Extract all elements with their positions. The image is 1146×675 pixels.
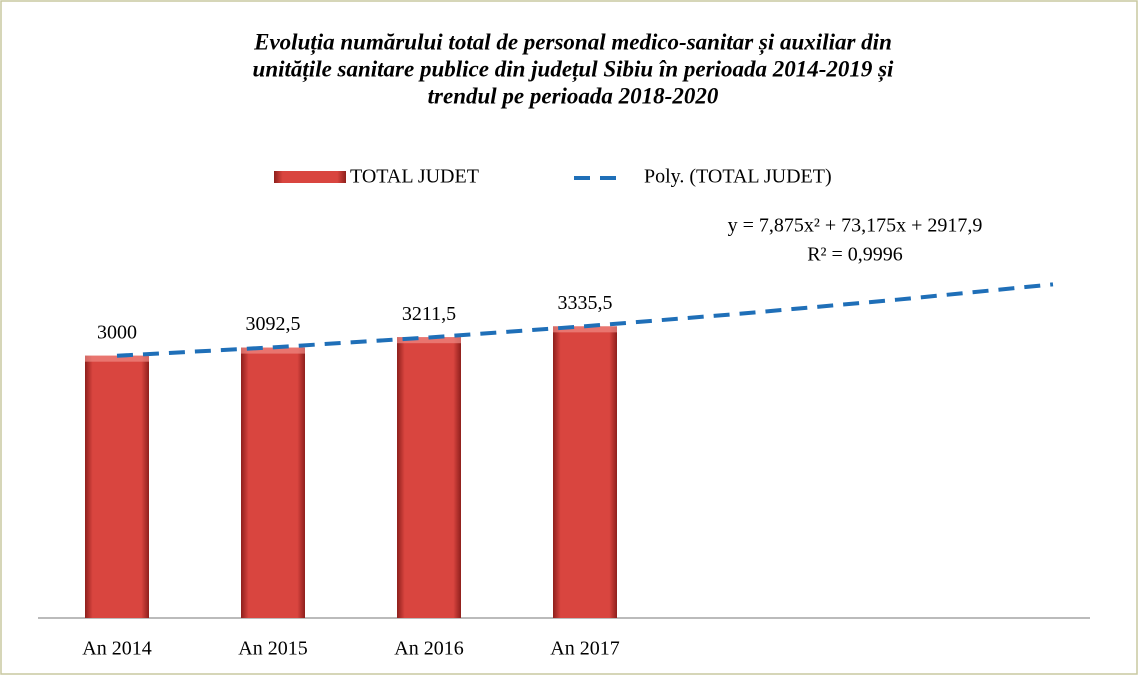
x-tick-label: An 2015 bbox=[238, 638, 307, 660]
annotation: y = 7,875x² + 73,175x + 2917,9 bbox=[728, 215, 983, 237]
data-label: 3000 bbox=[97, 321, 137, 343]
x-tick-label: An 2016 bbox=[394, 638, 463, 660]
x-tick-label: An 2014 bbox=[82, 638, 151, 660]
bar bbox=[241, 347, 305, 618]
data-label: 3335,5 bbox=[558, 292, 613, 314]
chart-title: unitățile sanitare publice din județul S… bbox=[253, 56, 895, 82]
data-label: 3092,5 bbox=[246, 313, 301, 335]
chart-title: trendul pe perioada 2018-2020 bbox=[428, 83, 719, 108]
x-tick-label: An 2017 bbox=[550, 638, 619, 660]
legend-label: Poly. (TOTAL JUDET) bbox=[644, 166, 832, 188]
chart-title: Evoluția numărului total de personal med… bbox=[253, 29, 892, 55]
trend-line bbox=[116, 282, 1054, 358]
legend-swatch bbox=[274, 171, 346, 183]
bar-top bbox=[397, 337, 461, 344]
bar bbox=[553, 326, 617, 618]
bar bbox=[85, 355, 149, 618]
bar-top bbox=[85, 355, 149, 362]
bar-top bbox=[241, 347, 305, 354]
data-label: 3211,5 bbox=[402, 303, 456, 325]
bar bbox=[397, 337, 461, 618]
bar-top bbox=[553, 326, 617, 333]
annotation: R² = 0,9996 bbox=[807, 244, 903, 266]
legend-label: TOTAL JUDET bbox=[350, 166, 479, 188]
